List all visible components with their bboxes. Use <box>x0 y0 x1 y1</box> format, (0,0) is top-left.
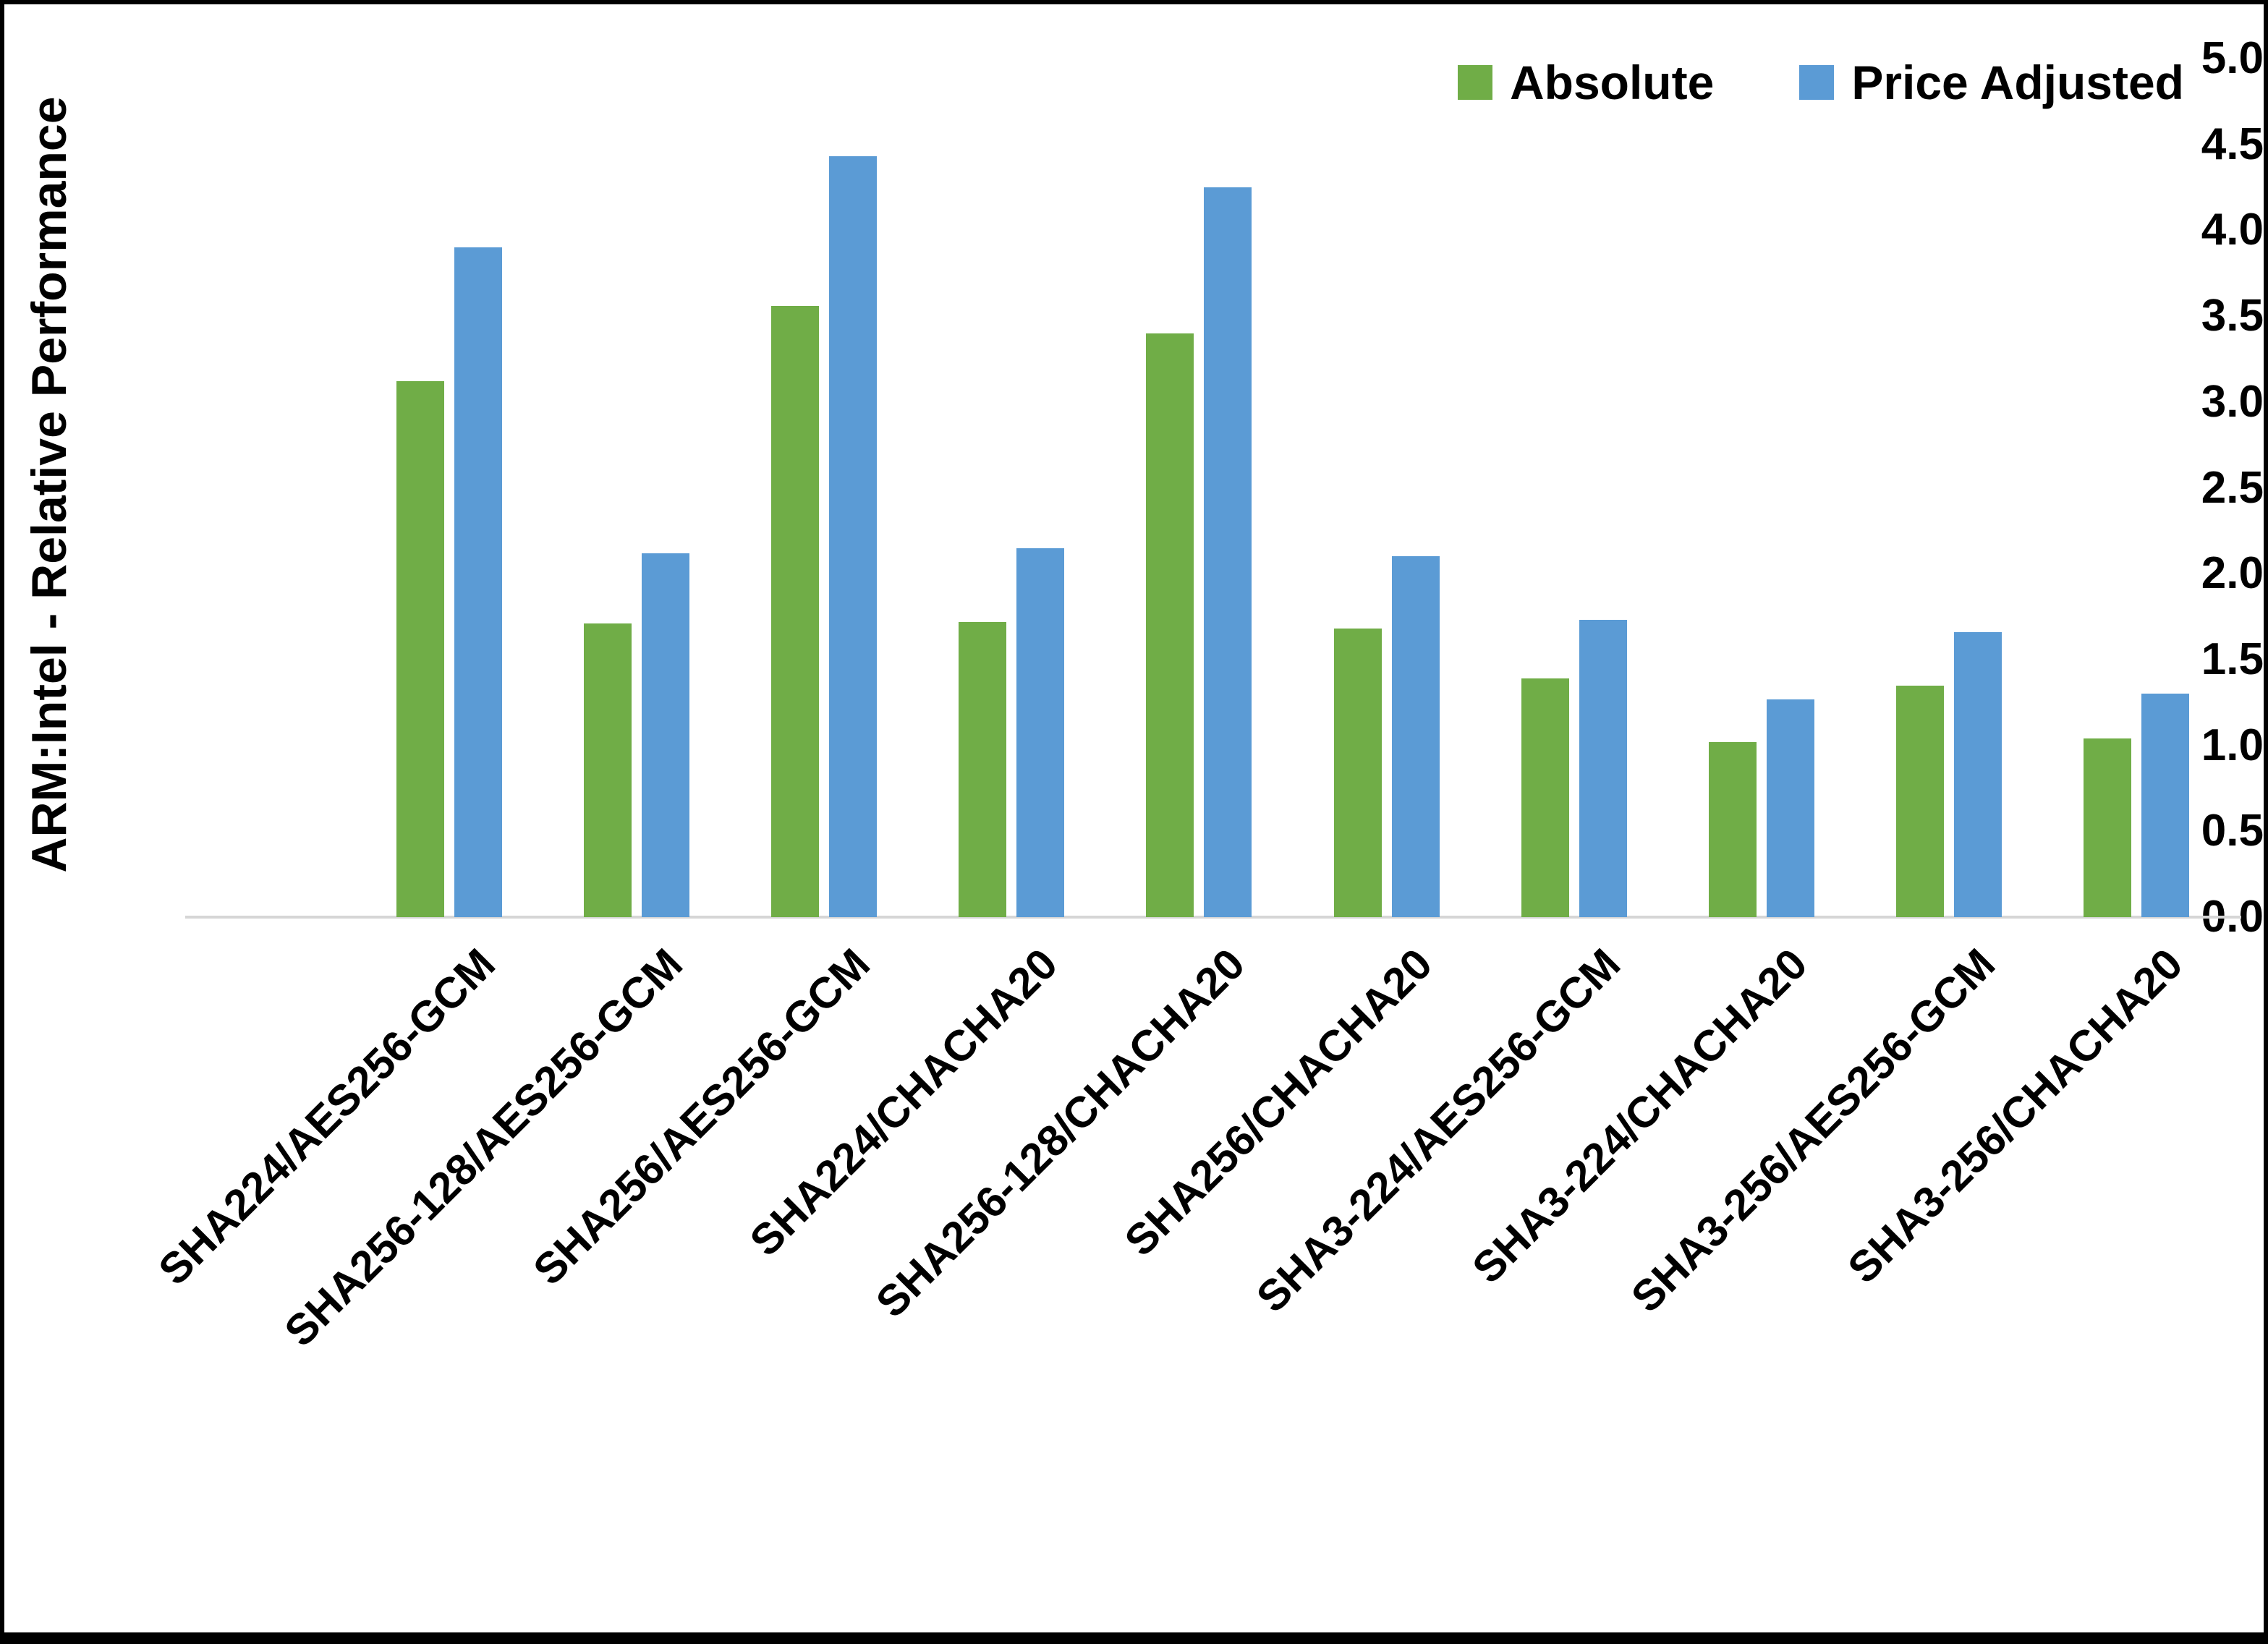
y-tick-label: 2.5 <box>2201 462 2264 513</box>
x-tick-label: SHA256/CHACHA20 <box>1116 939 1442 1266</box>
y-tick-label: 4.5 <box>2201 119 2264 169</box>
bar-absolute <box>2084 738 2132 917</box>
bar-absolute <box>583 623 632 917</box>
bar-absolute <box>771 305 819 917</box>
bar-price-adjusted <box>1579 620 1627 917</box>
y-tick-label: 1.0 <box>2201 720 2264 770</box>
bar-absolute <box>396 381 444 917</box>
bar-price-adjusted <box>1391 556 1440 917</box>
bar-price-adjusted <box>1954 631 2002 917</box>
x-tick-label: SHA224/CHACHA20 <box>740 939 1067 1266</box>
x-tick-label: SHA256-128/AES256-GCM <box>275 939 692 1356</box>
legend: Absolute Price Adjusted <box>1457 55 2184 110</box>
bar-absolute <box>1709 741 1757 917</box>
legend-item-absolute: Absolute <box>1457 55 1715 110</box>
bar-price-adjusted <box>641 553 689 917</box>
y-tick-label: 2.0 <box>2201 548 2264 599</box>
legend-swatch-absolute <box>1457 65 1492 100</box>
y-tick-label: 5.0 <box>2201 33 2264 83</box>
bar-price-adjusted <box>1767 699 1814 917</box>
bar-absolute <box>1896 685 1945 917</box>
y-tick-label: 3.0 <box>2201 376 2264 427</box>
legend-label-absolute: Absolute <box>1509 56 1715 109</box>
x-tick-label: SHA3-256/CHACHA20 <box>1838 939 2192 1292</box>
x-tick-label: SHA256/AES256-GCM <box>524 939 880 1295</box>
bar-price-adjusted <box>2141 694 2190 917</box>
bar-absolute <box>1521 678 1569 917</box>
bar-price-adjusted <box>1204 187 1252 917</box>
x-tick-label: SHA256-128/CHACHA20 <box>867 939 1254 1327</box>
bar-absolute <box>1146 333 1194 917</box>
y-axis-title: ARM:Intel - Relative Performance <box>22 96 77 873</box>
bar-absolute <box>1333 629 1382 917</box>
legend-swatch-price-adjusted <box>1799 65 1835 100</box>
bar-absolute <box>959 621 1007 917</box>
y-tick-label: 4.0 <box>2201 205 2264 255</box>
legend-label-price-adjusted: Price Adjusted <box>1851 56 2184 109</box>
x-tick-label: SHA224/AES256-GCM <box>149 939 504 1295</box>
x-tick-label: SHA3-224/AES256-GCM <box>1246 939 1629 1322</box>
legend-item-price-adjusted: Price Adjusted <box>1799 55 2184 110</box>
bar-price-adjusted <box>454 247 502 917</box>
x-tick-label: SHA3-224/CHACHA20 <box>1463 939 1817 1292</box>
y-tick-label: 1.5 <box>2201 634 2264 684</box>
bar-price-adjusted <box>1016 548 1065 917</box>
bar-price-adjusted <box>829 156 877 917</box>
y-tick-label: 3.5 <box>2201 291 2264 341</box>
x-tick-label: SHA3-256/AES256-GCM <box>1621 939 2005 1322</box>
y-tick-label: 0.5 <box>2201 806 2264 856</box>
x-axis-line <box>185 916 2241 919</box>
